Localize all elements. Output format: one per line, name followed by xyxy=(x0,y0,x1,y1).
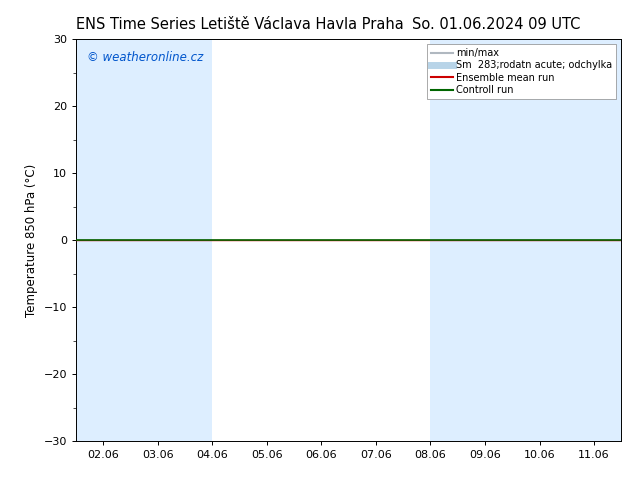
Text: ENS Time Series Letiště Václava Havla Praha: ENS Time Series Letiště Václava Havla Pr… xyxy=(76,17,404,32)
Bar xyxy=(485,39,540,441)
Bar xyxy=(540,39,594,441)
Legend: min/max, Sm  283;rodatn acute; odchylka, Ensemble mean run, Controll run: min/max, Sm 283;rodatn acute; odchylka, … xyxy=(427,44,616,99)
Bar xyxy=(103,39,158,441)
Bar xyxy=(540,39,621,441)
Text: So. 01.06.2024 09 UTC: So. 01.06.2024 09 UTC xyxy=(412,17,581,32)
Text: © weatheronline.cz: © weatheronline.cz xyxy=(87,51,204,64)
Bar xyxy=(430,39,485,441)
Y-axis label: Temperature 850 hPa (°C): Temperature 850 hPa (°C) xyxy=(25,164,38,317)
Bar xyxy=(158,39,212,441)
Bar xyxy=(76,39,103,441)
